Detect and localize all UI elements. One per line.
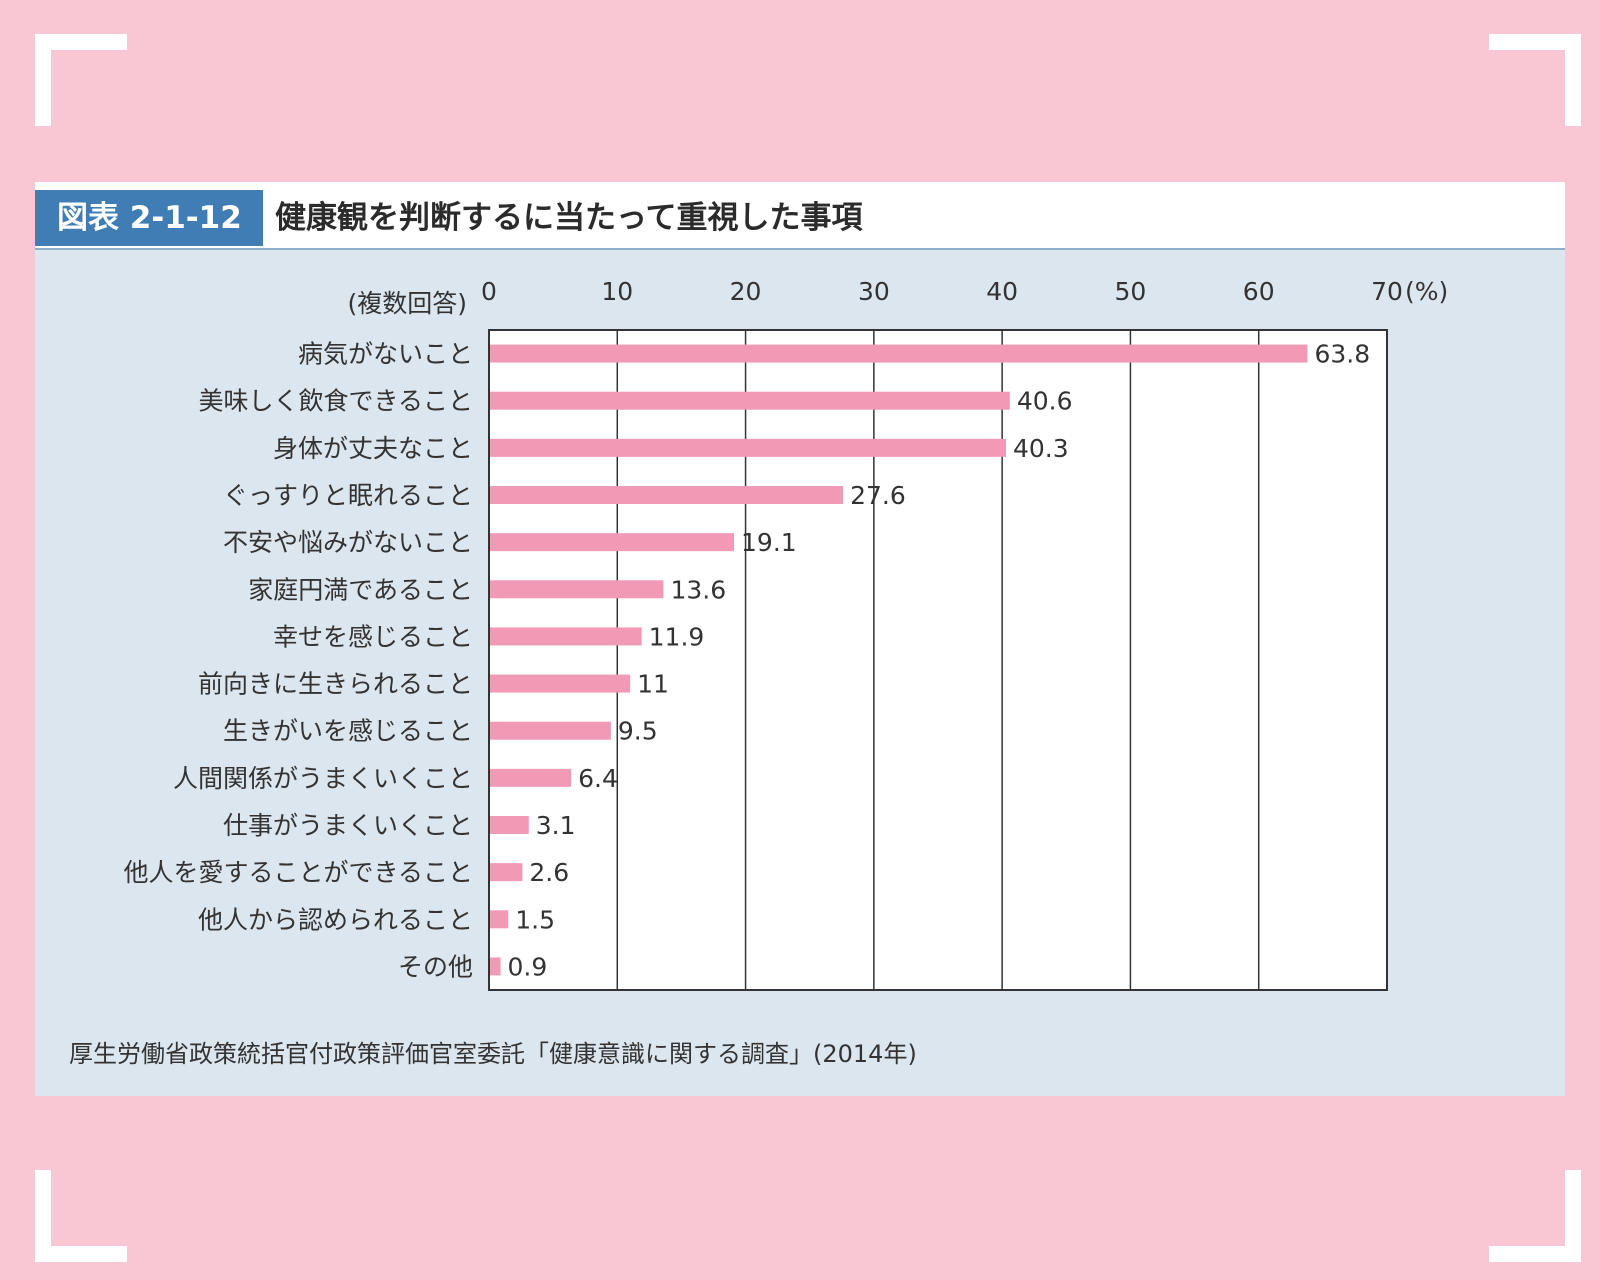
bar [489,533,735,552]
corner-mark-bottom-right [1489,1170,1581,1262]
multiple-answer-note: (複数回答) [347,289,467,318]
unit-label: (%) [1405,277,1448,306]
category-label: ぐっすりと眠れること [223,481,473,510]
bar [489,438,1006,457]
bar-chart: 病気がないこと 63.8 美味しく飲食できること 40.6 身体が丈夫なこと 40.3 ぐっ… [123,277,1448,991]
value-label: 0.9 [508,952,548,981]
plot-frame [488,329,1388,991]
value-label: 11.9 [649,622,705,651]
value-label: 40.6 [1017,387,1073,416]
corner-mark-top-right [1489,34,1581,126]
value-label: 1.5 [515,905,555,934]
category-label: 病気がないこと [298,340,473,369]
bar [489,627,642,646]
category-label: 家庭円満であること [248,575,473,604]
category-label: 生きがいを感じること [223,717,473,746]
category-label: 人間関係がうまくいくこと [173,764,473,793]
value-label: 63.8 [1314,340,1370,369]
value-label: 27.6 [850,481,906,510]
tick-label: 10 [601,277,633,306]
category-label: 不安や悩みがないこと [223,528,473,557]
bar [489,957,501,976]
category-label: 身体が丈夫なこと [273,434,473,463]
figure-source: 厚生労働省政策統括官付政策評価官室委託「健康意識に関する調査」(2014年) [69,1040,917,1068]
tick-label: 30 [858,277,890,306]
bar [489,816,529,834]
figure-number: 図表 2-1-12 [35,190,263,246]
value-label: 19.1 [741,528,797,557]
value-label: 3.1 [536,811,576,840]
bar [489,486,844,504]
category-label: 幸せを感じること [273,622,473,651]
value-label: 2.6 [529,858,569,887]
bar [489,674,631,693]
category-label: 前向きに生きられること [198,670,473,699]
category-label: その他 [398,952,473,981]
corner-mark-top-left [35,34,127,126]
category-label: 他人を愛することができること [123,858,473,887]
bar [489,344,1308,363]
category-label: 他人から認められること [198,905,473,934]
category-label: 仕事がうまくいくこと [223,811,473,840]
bar [489,721,611,740]
value-label: 11 [637,670,669,699]
plot-area [489,330,1387,990]
bar [489,768,572,787]
category-label: 美味しく飲食できること [198,387,473,416]
bar [489,391,1010,410]
tick-label: 0 [481,277,497,306]
bar [489,863,523,882]
tick-label: 20 [730,277,762,306]
tick-label: 40 [986,277,1018,306]
corner-mark-bottom-left [35,1170,127,1262]
value-label: 40.3 [1013,434,1069,463]
value-label: 9.5 [618,717,658,746]
tick-label: 60 [1243,277,1275,306]
bar [489,910,509,929]
figure-title: 健康観を判断するに当たって重視した事項 [275,200,863,236]
value-label: 13.6 [670,575,726,604]
tick-label: 70 [1371,277,1403,306]
bar [489,580,664,599]
figure-card: 図表 2-1-12 健康観を判断するに当たって重視した事項 病気がないこと 63.… [35,182,1565,1096]
tick-label: 50 [1115,277,1147,306]
figure-title-bar: 図表 2-1-12 健康観を判断するに当たって重視した事項 [35,182,1565,250]
value-label: 6.4 [578,764,618,793]
